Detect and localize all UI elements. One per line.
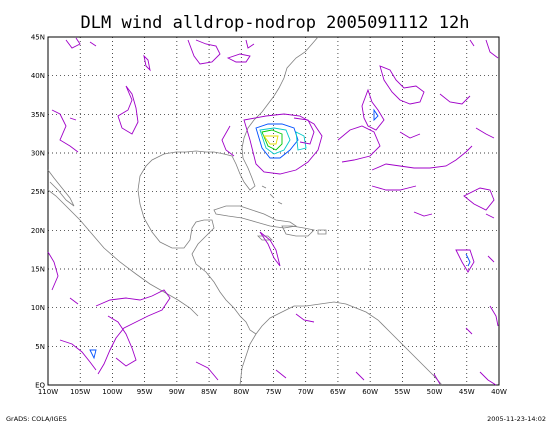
latitude-labels: 45N 40N 35N 30N 25N 20N 15N 10N 5N EQ bbox=[31, 34, 46, 390]
lat-tick-label: 20N bbox=[31, 227, 45, 235]
footer-timestamp: 2005-11-23-14:02 bbox=[487, 415, 546, 423]
difference-contours bbox=[47, 37, 499, 386]
lon-tick-label: 105W bbox=[70, 388, 90, 396]
lat-tick-label: 30N bbox=[31, 150, 45, 158]
lat-tick-label: 25N bbox=[31, 188, 45, 196]
lon-tick-label: 100W bbox=[102, 388, 122, 396]
lon-tick-label: 40W bbox=[491, 388, 507, 396]
lon-tick-label: 110W bbox=[38, 388, 58, 396]
coastlines bbox=[47, 36, 443, 386]
lon-tick-label: 45W bbox=[459, 388, 475, 396]
lon-tick-label: 65W bbox=[330, 388, 346, 396]
lat-lon-grid bbox=[48, 37, 499, 385]
lon-tick-label: 75W bbox=[266, 388, 282, 396]
lon-tick-label: 85W bbox=[201, 388, 217, 396]
lon-tick-label: 90W bbox=[169, 388, 185, 396]
lon-tick-label: 70W bbox=[298, 388, 314, 396]
lat-tick-label: 35N bbox=[31, 111, 45, 119]
map-title: DLM wind alldrop-nodrop 2005091112 12h bbox=[81, 13, 470, 33]
lat-tick-label: 5N bbox=[35, 343, 45, 351]
lat-tick-label: EQ bbox=[35, 382, 45, 390]
lat-tick-label: 45N bbox=[31, 34, 45, 42]
lat-tick-label: 40N bbox=[31, 72, 45, 80]
lat-tick-label: 15N bbox=[31, 266, 45, 274]
lon-tick-label: 60W bbox=[362, 388, 378, 396]
longitude-labels: 110W 105W 100W 95W 90W 85W 80W 75W 70W 65W 60W 55W 5… bbox=[38, 388, 507, 396]
lon-tick-label: 80W bbox=[233, 388, 249, 396]
lon-tick-label: 95W bbox=[137, 388, 153, 396]
footer-credit: GrADS: COLA/IGES bbox=[6, 415, 67, 423]
lon-tick-label: 55W bbox=[394, 388, 410, 396]
lon-tick-label: 50W bbox=[427, 388, 443, 396]
lat-tick-label: 10N bbox=[31, 304, 45, 312]
